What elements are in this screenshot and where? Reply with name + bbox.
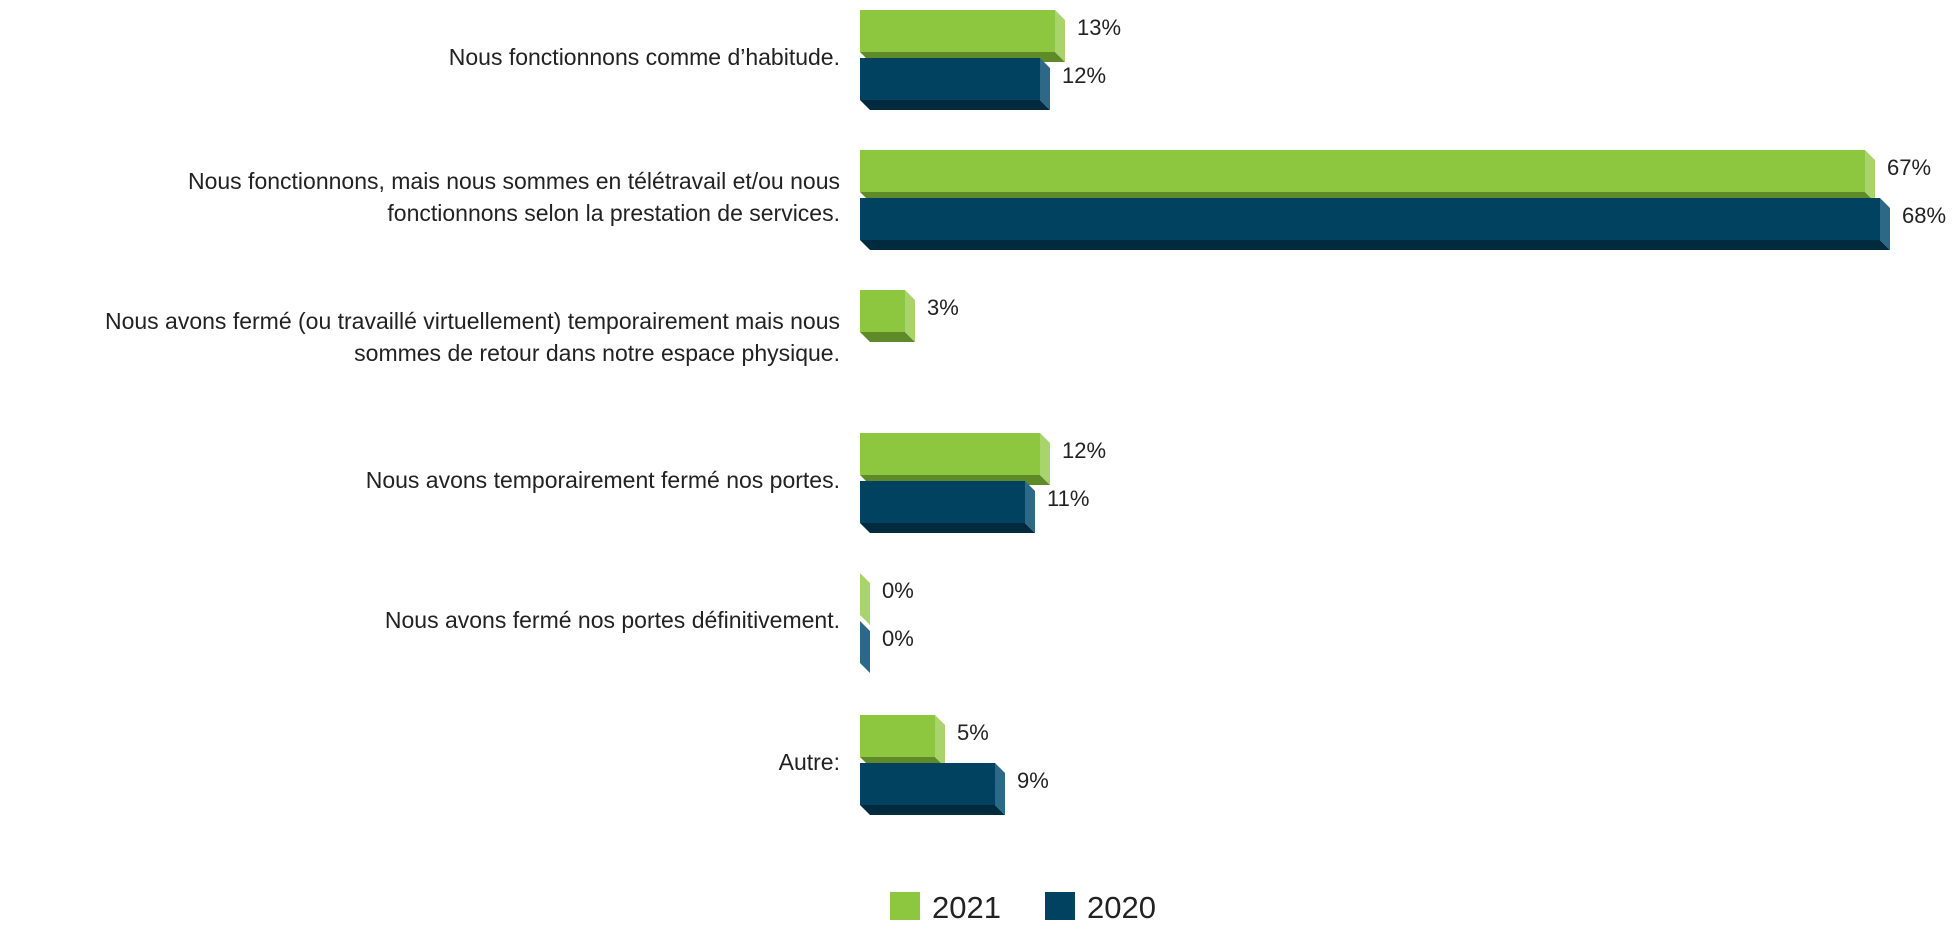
- category-label: Nous fonctionnons comme d’habitude.: [449, 44, 840, 70]
- bar-side-face: [860, 573, 870, 625]
- value-label: 11%: [1047, 486, 1089, 511]
- bar-bottom-face: [860, 332, 915, 342]
- bar-2021: [860, 150, 1865, 192]
- bar-side-face: [995, 763, 1005, 815]
- bar-2021: [860, 433, 1040, 475]
- bar-2020: [860, 58, 1040, 100]
- bar-2021: [860, 10, 1055, 52]
- category-label: Nous fonctionnons, mais nous sommes en t…: [188, 168, 840, 194]
- value-label: 12%: [1062, 438, 1106, 463]
- bar-group: Autre: 5% 9%: [779, 715, 1049, 815]
- bar-bottom-face: [860, 805, 1005, 815]
- value-label: 0%: [882, 626, 914, 651]
- bar-group: Nous fonctionnons comme d’habitude. 13% 12…: [449, 10, 1121, 110]
- bar-side-face: [905, 290, 915, 342]
- bar-2020: [860, 481, 1025, 523]
- legend-label: 2020: [1087, 890, 1156, 925]
- bar-group: Nous avons fermé (ou travaillé virtuelle…: [105, 290, 959, 366]
- bar-side-face: [1055, 10, 1065, 62]
- category-label: Nous avons fermé (ou travaillé virtuelle…: [105, 308, 840, 334]
- value-label: 5%: [957, 720, 989, 745]
- bar-group: Nous fonctionnons, mais nous sommes en t…: [188, 150, 1946, 250]
- bar-bottom-face: [860, 100, 1050, 110]
- category-label: Nous avons temporairement fermé nos port…: [366, 467, 840, 493]
- legend-label: 2021: [932, 890, 1001, 925]
- bar-side-face: [1880, 198, 1890, 250]
- bar-side-face: [1865, 150, 1875, 202]
- value-label: 68%: [1902, 203, 1946, 228]
- value-label: 67%: [1887, 155, 1931, 180]
- bar-group: Nous avons fermé nos portes définitiveme…: [385, 573, 914, 673]
- value-label: 3%: [927, 295, 959, 320]
- bar-side-face: [1040, 433, 1050, 485]
- value-label: 9%: [1017, 768, 1049, 793]
- bar-bottom-face: [860, 523, 1035, 533]
- value-label: 12%: [1062, 63, 1106, 88]
- bar-2020: [860, 763, 995, 805]
- category-label: sommes de retour dans notre espace physi…: [354, 340, 840, 366]
- bar-2021: [860, 715, 935, 757]
- category-label: fonctionnons selon la prestation de serv…: [387, 200, 840, 226]
- value-label: 13%: [1077, 15, 1121, 40]
- bar-side-face: [935, 715, 945, 767]
- bar-2020: [860, 198, 1880, 240]
- legend-swatch-2020: [1045, 892, 1075, 920]
- value-label: 0%: [882, 578, 914, 603]
- category-label: Autre:: [779, 749, 840, 775]
- legend: 2021 2020: [890, 890, 1156, 925]
- legend-swatch-2021: [890, 892, 920, 920]
- bar-side-face: [1025, 481, 1035, 533]
- bar-side-face: [1040, 58, 1050, 110]
- bar-side-face: [860, 621, 870, 673]
- category-label: Nous avons fermé nos portes définitiveme…: [385, 607, 840, 633]
- bar-group: Nous avons temporairement fermé nos port…: [366, 433, 1106, 533]
- bar-bottom-face: [860, 240, 1890, 250]
- bar-2021: [860, 290, 905, 332]
